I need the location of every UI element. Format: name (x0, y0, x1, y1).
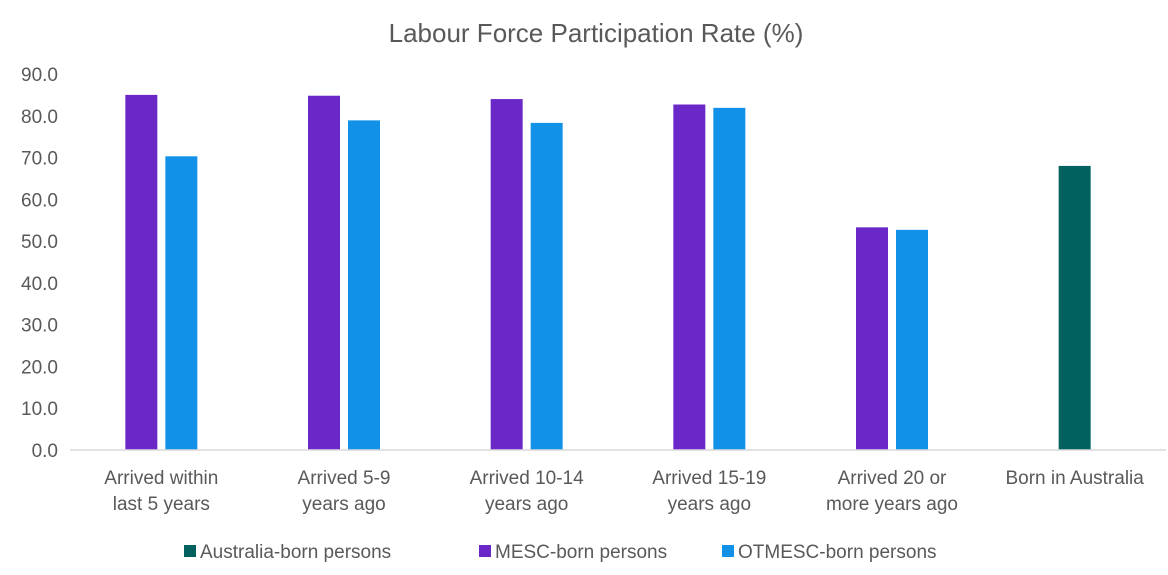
bar-australia-born-persons (1058, 165, 1091, 450)
bar-otmesc-born-persons (713, 107, 746, 450)
bar-mesc-born-persons (125, 94, 158, 450)
y-tick-label: 80.0 (21, 107, 58, 128)
x-tick-label: Arrived 5-9 (298, 468, 391, 489)
y-tick-label: 90.0 (21, 65, 58, 86)
x-tick-label: more years ago (826, 494, 958, 515)
bar-mesc-born-persons (673, 104, 706, 451)
x-tick-label: years ago (485, 494, 568, 515)
bar-mesc-born-persons (490, 99, 523, 451)
bars (125, 94, 1091, 451)
legend-swatch (722, 545, 734, 557)
x-tick-label: Arrived 15-19 (652, 468, 766, 489)
x-axis: Arrived within last 5 years Arrived 5-9 yea… (104, 468, 1144, 515)
bar-mesc-born-persons (856, 227, 888, 450)
y-tick-label: 60.0 (21, 190, 58, 211)
y-axis: 0.0 10.0 20.0 30.0 40.0 50.0 60.0 70.0 80.0 90.0 (21, 65, 58, 462)
legend-swatch (479, 545, 491, 557)
y-tick-label: 0.0 (32, 441, 58, 462)
bar-otmesc-born-persons (896, 229, 928, 450)
y-tick-label: 10.0 (21, 399, 58, 420)
legend-label: Australia-born persons (200, 542, 391, 563)
y-tick-label: 40.0 (21, 274, 58, 295)
legend-label: MESC-born persons (495, 542, 667, 563)
x-tick-label: Arrived 10-14 (470, 468, 584, 489)
bar-otmesc-born-persons (530, 122, 563, 450)
bar-mesc-born-persons (308, 95, 340, 451)
y-tick-label: 30.0 (21, 316, 58, 337)
x-tick-label: years ago (302, 494, 385, 515)
legend: Australia-born persons MESC-born persons O… (184, 542, 937, 563)
bar-otmesc-born-persons (165, 156, 198, 450)
chart-title: Labour Force Participation Rate (%) (389, 18, 804, 48)
y-tick-label: 70.0 (21, 149, 58, 170)
x-tick-label: Arrived within (104, 468, 218, 489)
x-tick-label: Born in Australia (1005, 468, 1144, 489)
x-tick-label: years ago (668, 494, 751, 515)
bar-otmesc-born-persons (348, 120, 380, 450)
legend-label: OTMESC-born persons (738, 542, 937, 563)
x-tick-label: last 5 years (113, 494, 210, 515)
x-tick-label: Arrived 20 or (838, 468, 947, 489)
legend-swatch (184, 545, 196, 557)
y-tick-label: 50.0 (21, 232, 58, 253)
y-tick-label: 20.0 (21, 357, 58, 378)
